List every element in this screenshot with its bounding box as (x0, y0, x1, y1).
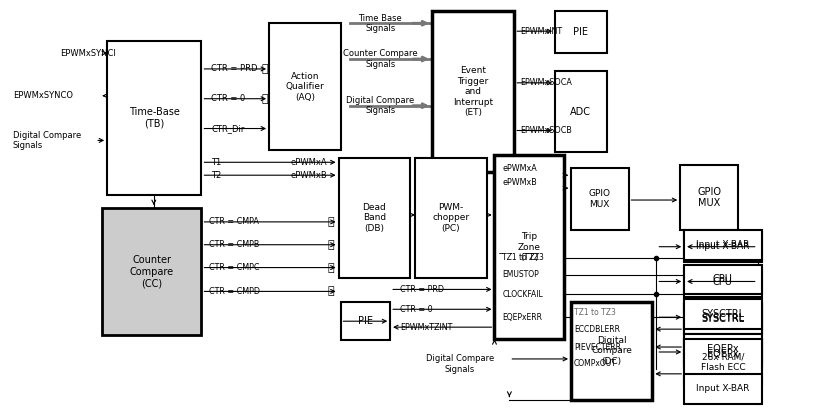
Text: EQEPxERR: EQEPxERR (502, 313, 542, 322)
Text: PWM-
chopper
(PC): PWM- chopper (PC) (432, 203, 470, 233)
Bar (681, 165, 738, 230)
Text: Digital Compare
Signals: Digital Compare Signals (13, 131, 81, 150)
Text: ePWMxB: ePWMxB (291, 171, 328, 180)
Text: T2: T2 (211, 171, 222, 180)
Text: EPWMxTZINT: EPWMxTZINT (400, 323, 453, 332)
Bar (684, 230, 761, 260)
Text: ⎺: ⎺ (262, 94, 269, 104)
Text: PIE: PIE (574, 27, 588, 37)
Text: Counter Compare
Signals: Counter Compare Signals (343, 49, 418, 69)
Bar (107, 41, 202, 195)
Text: EPWMxSOCA: EPWMxSOCA (520, 79, 572, 88)
Text: ⎺: ⎺ (327, 217, 334, 227)
Text: CTR = CMPD: CTR = CMPD (209, 287, 260, 296)
Text: EQEPx: EQEPx (707, 344, 739, 354)
Text: ⎺: ⎺ (327, 240, 334, 250)
Text: ePWMxA: ePWMxA (291, 158, 328, 167)
Text: Input X-BAR: Input X-BAR (696, 384, 750, 393)
Bar (684, 232, 761, 262)
Text: EQEPx: EQEPx (707, 349, 739, 359)
Text: ePWMxA: ePWMxA (502, 164, 537, 173)
Text: CPU: CPU (713, 274, 733, 285)
Text: Counter
Compare
(CC): Counter Compare (CC) (130, 255, 173, 288)
Text: Input X-BAR: Input X-BAR (696, 240, 750, 249)
Text: EPWMxINT: EPWMxINT (520, 27, 562, 36)
Text: ̅T̅Z̅1 to ̅T̅Z̅3: ̅T̅Z̅1 to ̅T̅Z̅3 (502, 253, 545, 262)
Text: GPIO
MUX: GPIO MUX (589, 189, 610, 209)
Text: CTR = PRD: CTR = PRD (211, 65, 258, 74)
Text: COMPxOUT: COMPxOUT (574, 360, 617, 369)
Text: CTR_Dir: CTR_Dir (211, 124, 245, 133)
Bar (339, 158, 410, 277)
Text: ⎺: ⎺ (327, 263, 334, 272)
Text: CTR = PRD: CTR = PRD (400, 285, 445, 294)
Text: CTR = 0: CTR = 0 (400, 305, 433, 314)
Text: EPWMxSOCB: EPWMxSOCB (520, 126, 572, 135)
Text: ECCDBLERR: ECCDBLERR (574, 325, 620, 334)
Text: ADC: ADC (570, 107, 591, 117)
Text: SYSCTRL: SYSCTRL (701, 313, 745, 323)
Text: PIEVECTERR: PIEVECTERR (574, 342, 621, 351)
Text: EMUSTOP: EMUSTOP (502, 270, 539, 279)
Text: ⎺: ⎺ (262, 64, 269, 74)
Text: SYSCTRL: SYSCTRL (701, 309, 745, 319)
Text: Digital Compare
Signals: Digital Compare Signals (425, 354, 494, 373)
Bar (684, 303, 761, 333)
Text: CTR = CMPC: CTR = CMPC (209, 263, 260, 272)
Text: Digital
Compare
(DC): Digital Compare (DC) (591, 336, 632, 366)
Text: CTR = CMPB: CTR = CMPB (209, 240, 260, 249)
Bar (102, 208, 202, 335)
Bar (684, 374, 761, 404)
Bar (571, 302, 652, 400)
Bar (555, 71, 606, 153)
Text: Digital Compare
Signals: Digital Compare Signals (346, 96, 414, 115)
Bar (684, 267, 761, 297)
Text: CPU: CPU (713, 277, 733, 288)
Text: EPWMxSYNCO: EPWMxSYNCO (13, 91, 73, 100)
Text: Time Base
Signals: Time Base Signals (359, 13, 402, 33)
Text: Input X-BAR: Input X-BAR (696, 242, 750, 251)
Text: GPIO
MUX: GPIO MUX (697, 187, 721, 208)
Text: PIE: PIE (358, 316, 373, 326)
Text: T1: T1 (211, 158, 222, 167)
Bar (571, 168, 629, 230)
Bar (495, 155, 564, 339)
Text: TZ1 to TZ3: TZ1 to TZ3 (574, 308, 615, 317)
Bar (684, 334, 761, 364)
Text: Dead
Band
(DB): Dead Band (DB) (363, 203, 386, 233)
Text: CLOCKFAIL: CLOCKFAIL (502, 290, 543, 299)
Text: Time-Base
(TB): Time-Base (TB) (129, 107, 180, 129)
Text: CTR = CMPA: CTR = CMPA (209, 217, 259, 226)
Text: ePWMxB: ePWMxB (502, 178, 537, 187)
Text: Action
Qualifier
(AQ): Action Qualifier (AQ) (285, 72, 324, 102)
Bar (684, 265, 761, 294)
Text: SYSCTRL: SYSCTRL (701, 314, 745, 324)
Bar (684, 339, 761, 385)
Text: CTR = 0: CTR = 0 (211, 94, 246, 103)
Bar (555, 11, 606, 53)
Bar (340, 302, 390, 340)
Bar (432, 11, 515, 172)
Text: ⎺: ⎺ (327, 286, 334, 297)
Text: Trip
Zone
(TZ): Trip Zone (TZ) (518, 232, 540, 262)
Bar (684, 339, 761, 369)
Bar (684, 299, 761, 329)
Text: 28x RAM/
Flash ECC: 28x RAM/ Flash ECC (701, 352, 746, 372)
Text: EPWMxSYNCI: EPWMxSYNCI (60, 49, 116, 58)
Text: Event
Trigger
and
Interrupt
(ET): Event Trigger and Interrupt (ET) (453, 67, 493, 117)
Bar (415, 158, 486, 277)
Bar (269, 23, 340, 151)
Bar (684, 304, 761, 334)
